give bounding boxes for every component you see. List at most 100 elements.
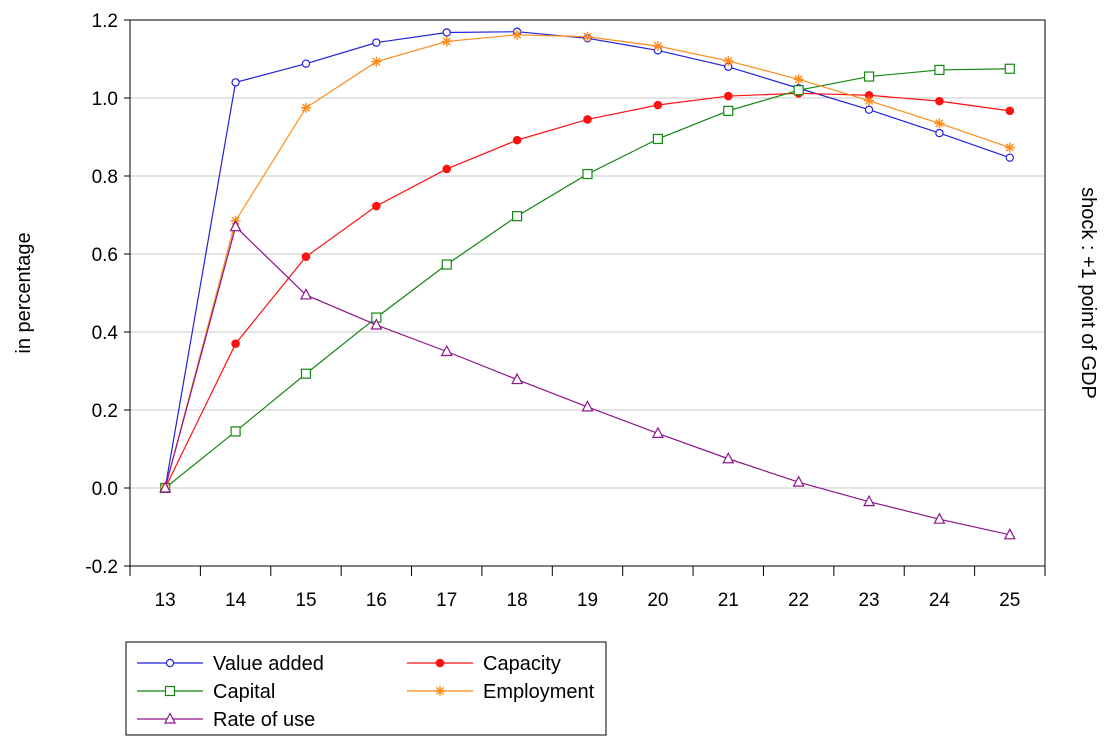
- data-point-capital: [512, 211, 523, 222]
- legend-entry-value-added: Value added: [137, 653, 324, 675]
- series-group: [159, 27, 1016, 540]
- y-tick-label: 0.0: [92, 479, 118, 500]
- x-tick-label: 22: [788, 590, 809, 611]
- data-point-capital: [863, 71, 875, 82]
- x-tick-label: 14: [225, 590, 247, 611]
- series-capacity: [160, 89, 1015, 493]
- data-point-rate-of-use: [722, 451, 735, 464]
- x-tick-label: 20: [647, 590, 668, 611]
- y-axis-label: in percentage: [13, 232, 35, 353]
- data-point-capital: [793, 85, 804, 96]
- data-point-capacity: [1005, 106, 1015, 116]
- data-point-capital: [441, 259, 452, 270]
- data-point-employment: [582, 31, 593, 42]
- data-point-employment: [723, 55, 734, 66]
- legend-marker: [164, 685, 176, 697]
- data-point-rate-of-use: [792, 475, 805, 487]
- data-point-capacity: [935, 96, 944, 106]
- x-tick-label: 15: [295, 590, 316, 611]
- y-tick-label: 0.2: [92, 401, 118, 422]
- data-point-value-added: [372, 38, 381, 47]
- data-point-rate-of-use: [651, 426, 664, 438]
- data-point-value-added: [442, 28, 451, 37]
- data-point-capacity: [301, 252, 311, 262]
- x-tick-label: 25: [999, 590, 1020, 611]
- data-point-capital: [652, 133, 663, 145]
- legend-label: Value added: [213, 653, 324, 675]
- legend-box: [125, 641, 607, 736]
- data-point-capital: [723, 105, 734, 116]
- x-tick-label: 19: [577, 590, 598, 611]
- data-point-value-added: [1005, 153, 1015, 162]
- data-point-rate-of-use: [1003, 528, 1016, 540]
- grid-lines: [130, 97, 1045, 489]
- data-point-capacity: [583, 115, 592, 124]
- x-tick-label: 17: [436, 590, 457, 611]
- data-point-value-added: [864, 105, 874, 114]
- legend-marker: [435, 658, 445, 668]
- legend-entry-employment: Employment: [407, 681, 595, 703]
- data-point-rate-of-use: [229, 219, 242, 232]
- y-tick-label: 1.0: [92, 89, 118, 110]
- data-point-value-added: [231, 78, 240, 87]
- legend-entry-capital: Capital: [137, 681, 275, 703]
- x-tick-label: 16: [366, 590, 387, 611]
- data-point-capacity: [653, 100, 663, 110]
- data-point-employment: [652, 41, 663, 52]
- data-point-rate-of-use: [863, 494, 876, 507]
- data-point-rate-of-use: [440, 344, 453, 357]
- legend-label: Rate of use: [213, 709, 315, 731]
- data-point-rate-of-use: [159, 481, 172, 493]
- x-tick-label: 18: [507, 590, 528, 611]
- data-point-capacity: [231, 339, 240, 349]
- series-line-value-added: [164, 31, 1011, 489]
- data-point-capital: [582, 168, 593, 180]
- legend-label: Capacity: [483, 653, 561, 675]
- data-point-employment: [371, 56, 382, 67]
- x-axis-ticks: 13 14 15 16 17 18 19 20 21 22 23 24 25: [129, 566, 1046, 611]
- plot-frame: [129, 19, 1046, 567]
- legend-marker: [164, 712, 176, 724]
- data-point-rate-of-use: [299, 288, 312, 300]
- legend-label: Capital: [213, 681, 275, 703]
- legend: Value added Capacity Capital Employment Rate…: [125, 641, 607, 736]
- data-point-capacity: [442, 164, 452, 174]
- data-point-capital: [934, 64, 945, 76]
- x-tick-label: 23: [858, 590, 879, 611]
- data-point-capital: [230, 426, 241, 437]
- y-tick-label: -0.2: [85, 557, 118, 578]
- y-tick-label: 1.2: [92, 11, 118, 32]
- series-line-employment: [164, 34, 1011, 489]
- x-tick-label: 13: [155, 590, 176, 611]
- y-tick-label: 0.8: [92, 167, 118, 188]
- data-point-employment: [934, 118, 945, 129]
- data-point-employment: [864, 95, 875, 106]
- x-tick-label: 24: [929, 590, 951, 611]
- series-line-rate-of-use: [164, 225, 1010, 536]
- data-point-employment: [441, 36, 452, 47]
- right-axis-label: shock : +1 point of GDP: [1077, 187, 1099, 399]
- series-line-capital: [164, 68, 1010, 489]
- series-line-capacity: [164, 92, 1010, 489]
- data-point-rate-of-use: [933, 512, 946, 524]
- data-point-rate-of-use: [370, 318, 383, 330]
- data-point-employment: [793, 74, 804, 85]
- data-point-employment: [1004, 142, 1015, 153]
- data-point-rate-of-use: [511, 372, 524, 385]
- data-point-employment: [300, 102, 311, 113]
- legend-marker: [435, 686, 445, 696]
- legend-marker: [165, 658, 175, 668]
- data-point-value-added: [935, 128, 944, 138]
- legend-entry-capacity: Capacity: [407, 653, 561, 675]
- y-axis-ticks: -0.2 0.0 0.2 0.4 0.6 0.8 1.0 1.2: [85, 11, 130, 578]
- legend-entry-rate-of-use: Rate of use: [137, 709, 315, 731]
- series-rate-of-use: [159, 219, 1016, 540]
- data-point-value-added: [301, 59, 311, 68]
- series-employment: [160, 29, 1015, 493]
- data-point-employment: [512, 29, 523, 40]
- data-point-capital: [1004, 63, 1015, 74]
- data-point-capacity: [372, 201, 381, 211]
- x-tick-label: 21: [718, 590, 739, 611]
- data-point-capacity: [512, 135, 522, 145]
